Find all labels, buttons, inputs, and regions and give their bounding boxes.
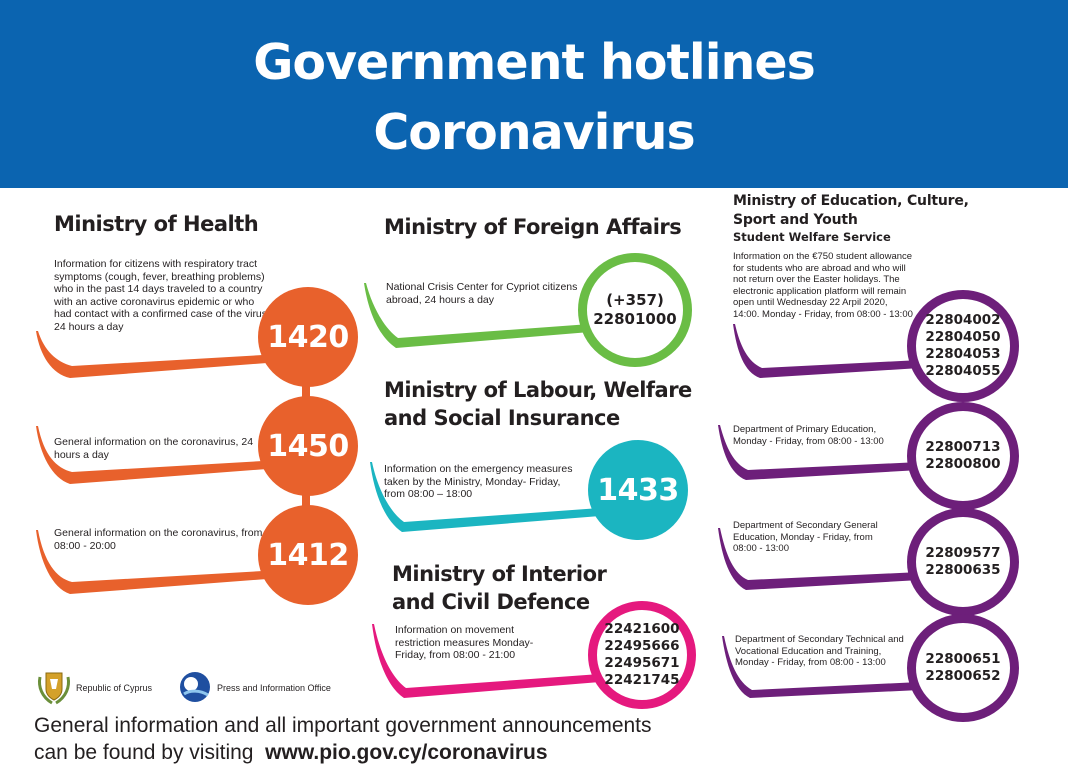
education-subtitle: Student Welfare Service xyxy=(733,230,891,244)
labour-text: Information on the emergency measures ta… xyxy=(384,463,573,500)
education-3-number-1: 22809577 xyxy=(925,545,1001,561)
health-hotline-1420[interactable]: 1420 xyxy=(258,287,358,387)
interior-number-4: 22421745 xyxy=(604,672,680,688)
education-1-number-2: 22804050 xyxy=(925,329,1001,345)
foreign-number: 22801000 xyxy=(593,310,677,328)
education-1-number-4: 22804055 xyxy=(925,363,1001,379)
interior-heading-line2: and Civil Defence xyxy=(392,590,590,614)
education-2-number-2: 22800800 xyxy=(925,456,1001,472)
health-item-1-text: Information for citizens with respirator… xyxy=(54,258,270,333)
interior-heading-line1: Ministry of Interior xyxy=(392,562,607,586)
footer-prefix: can be found by visiting xyxy=(34,741,254,764)
health-hotline-1412[interactable]: 1412 xyxy=(258,505,358,605)
pio-logo-icon xyxy=(180,672,210,702)
education-4-number-2: 22800652 xyxy=(925,668,1001,684)
education-hotline-3[interactable]: 22809577 22800635 xyxy=(907,508,1019,616)
health-number-2: 1450 xyxy=(267,428,349,464)
education-heading-line1: Ministry of Education, Culture, xyxy=(733,193,969,209)
health-heading: Ministry of Health xyxy=(54,212,259,236)
foreign-text: National Crisis Center for Cypriot citiz… xyxy=(386,281,578,306)
labour-heading-line1: Ministry of Labour, Welfare xyxy=(384,378,692,402)
education-heading: Ministry of Education, Culture, Sport an… xyxy=(733,192,969,230)
education-hotline-2[interactable]: 22800713 22800800 xyxy=(907,402,1019,510)
education-3-number-2: 22800635 xyxy=(925,562,1001,578)
labour-swoosh xyxy=(370,462,600,532)
education-hotline-4[interactable]: 22800651 22800652 xyxy=(907,614,1019,722)
foreign-heading: Ministry of Foreign Affairs xyxy=(384,215,682,239)
education-1-number-3: 22804053 xyxy=(925,346,1001,362)
health-connector-2 xyxy=(302,486,310,516)
cyprus-emblem-icon xyxy=(38,672,70,705)
health-number-3: 1412 xyxy=(267,537,349,573)
foreign-hotline[interactable]: (+357) 22801000 xyxy=(578,253,692,367)
education-heading-line2: Sport and Youth xyxy=(733,212,858,228)
health-swoosh-2 xyxy=(36,426,280,484)
interior-text: Information on movement restriction meas… xyxy=(395,624,534,661)
education-item-2-text: Department of Primary Education, Monday … xyxy=(733,424,884,447)
health-swoosh-3 xyxy=(36,530,280,594)
footer-line-2: can be found by visiting www.pio.gov.cy/… xyxy=(34,740,548,766)
header-banner: Government hotlines Coronavirus xyxy=(0,0,1068,188)
labour-hotline-1433[interactable]: 1433 xyxy=(588,440,688,540)
labour-number: 1433 xyxy=(597,472,679,508)
health-item-2-text: General information on the coronavirus, … xyxy=(54,436,254,461)
health-number-1: 1420 xyxy=(267,319,349,355)
interior-number-1: 22421600 xyxy=(604,621,680,637)
interior-heading: Ministry of Interior and Civil Defence xyxy=(392,560,607,616)
footer-line-1: General information and all important go… xyxy=(34,714,652,737)
education-swoosh-2 xyxy=(718,425,920,480)
page-subtitle: Coronavirus xyxy=(373,104,695,161)
health-swoosh-1 xyxy=(36,331,280,378)
interior-swoosh xyxy=(372,624,600,698)
labour-heading-line2: and Social Insurance xyxy=(384,406,620,430)
foreign-swoosh xyxy=(364,283,590,348)
education-2-number-1: 22800713 xyxy=(925,439,1001,455)
pio-label: Press and Information Office xyxy=(217,683,331,693)
interior-hotline[interactable]: 22421600 22495666 22495671 22421745 xyxy=(588,601,696,709)
foreign-number-prefix: (+357) xyxy=(606,291,664,309)
education-swoosh-3 xyxy=(718,528,920,590)
health-hotline-1450[interactable]: 1450 xyxy=(258,396,358,496)
education-hotline-1[interactable]: 22804002 22804050 22804053 22804055 xyxy=(907,290,1019,402)
footer-url-link[interactable]: www.pio.gov.cy/coronavirus xyxy=(265,741,548,764)
republic-label: Republic of Cyprus xyxy=(76,683,153,693)
health-connector-1 xyxy=(302,378,310,408)
education-swoosh-1 xyxy=(733,324,920,378)
page-title: Government hotlines xyxy=(253,34,816,91)
education-item-3-text: Department of Secondary General Educatio… xyxy=(733,520,878,554)
education-1-number-1: 22804002 xyxy=(925,312,1001,328)
education-item-1-text: Information on the €750 student allowanc… xyxy=(733,251,913,320)
labour-heading: Ministry of Labour, Welfare and Social I… xyxy=(384,376,692,432)
education-4-number-1: 22800651 xyxy=(925,651,1001,667)
education-item-4-text: Department of Secondary Technical and Vo… xyxy=(735,634,904,668)
health-item-3-text: General information on the coronavirus, … xyxy=(54,527,263,552)
interior-number-3: 22495671 xyxy=(604,655,680,671)
interior-number-2: 22495666 xyxy=(604,638,680,654)
